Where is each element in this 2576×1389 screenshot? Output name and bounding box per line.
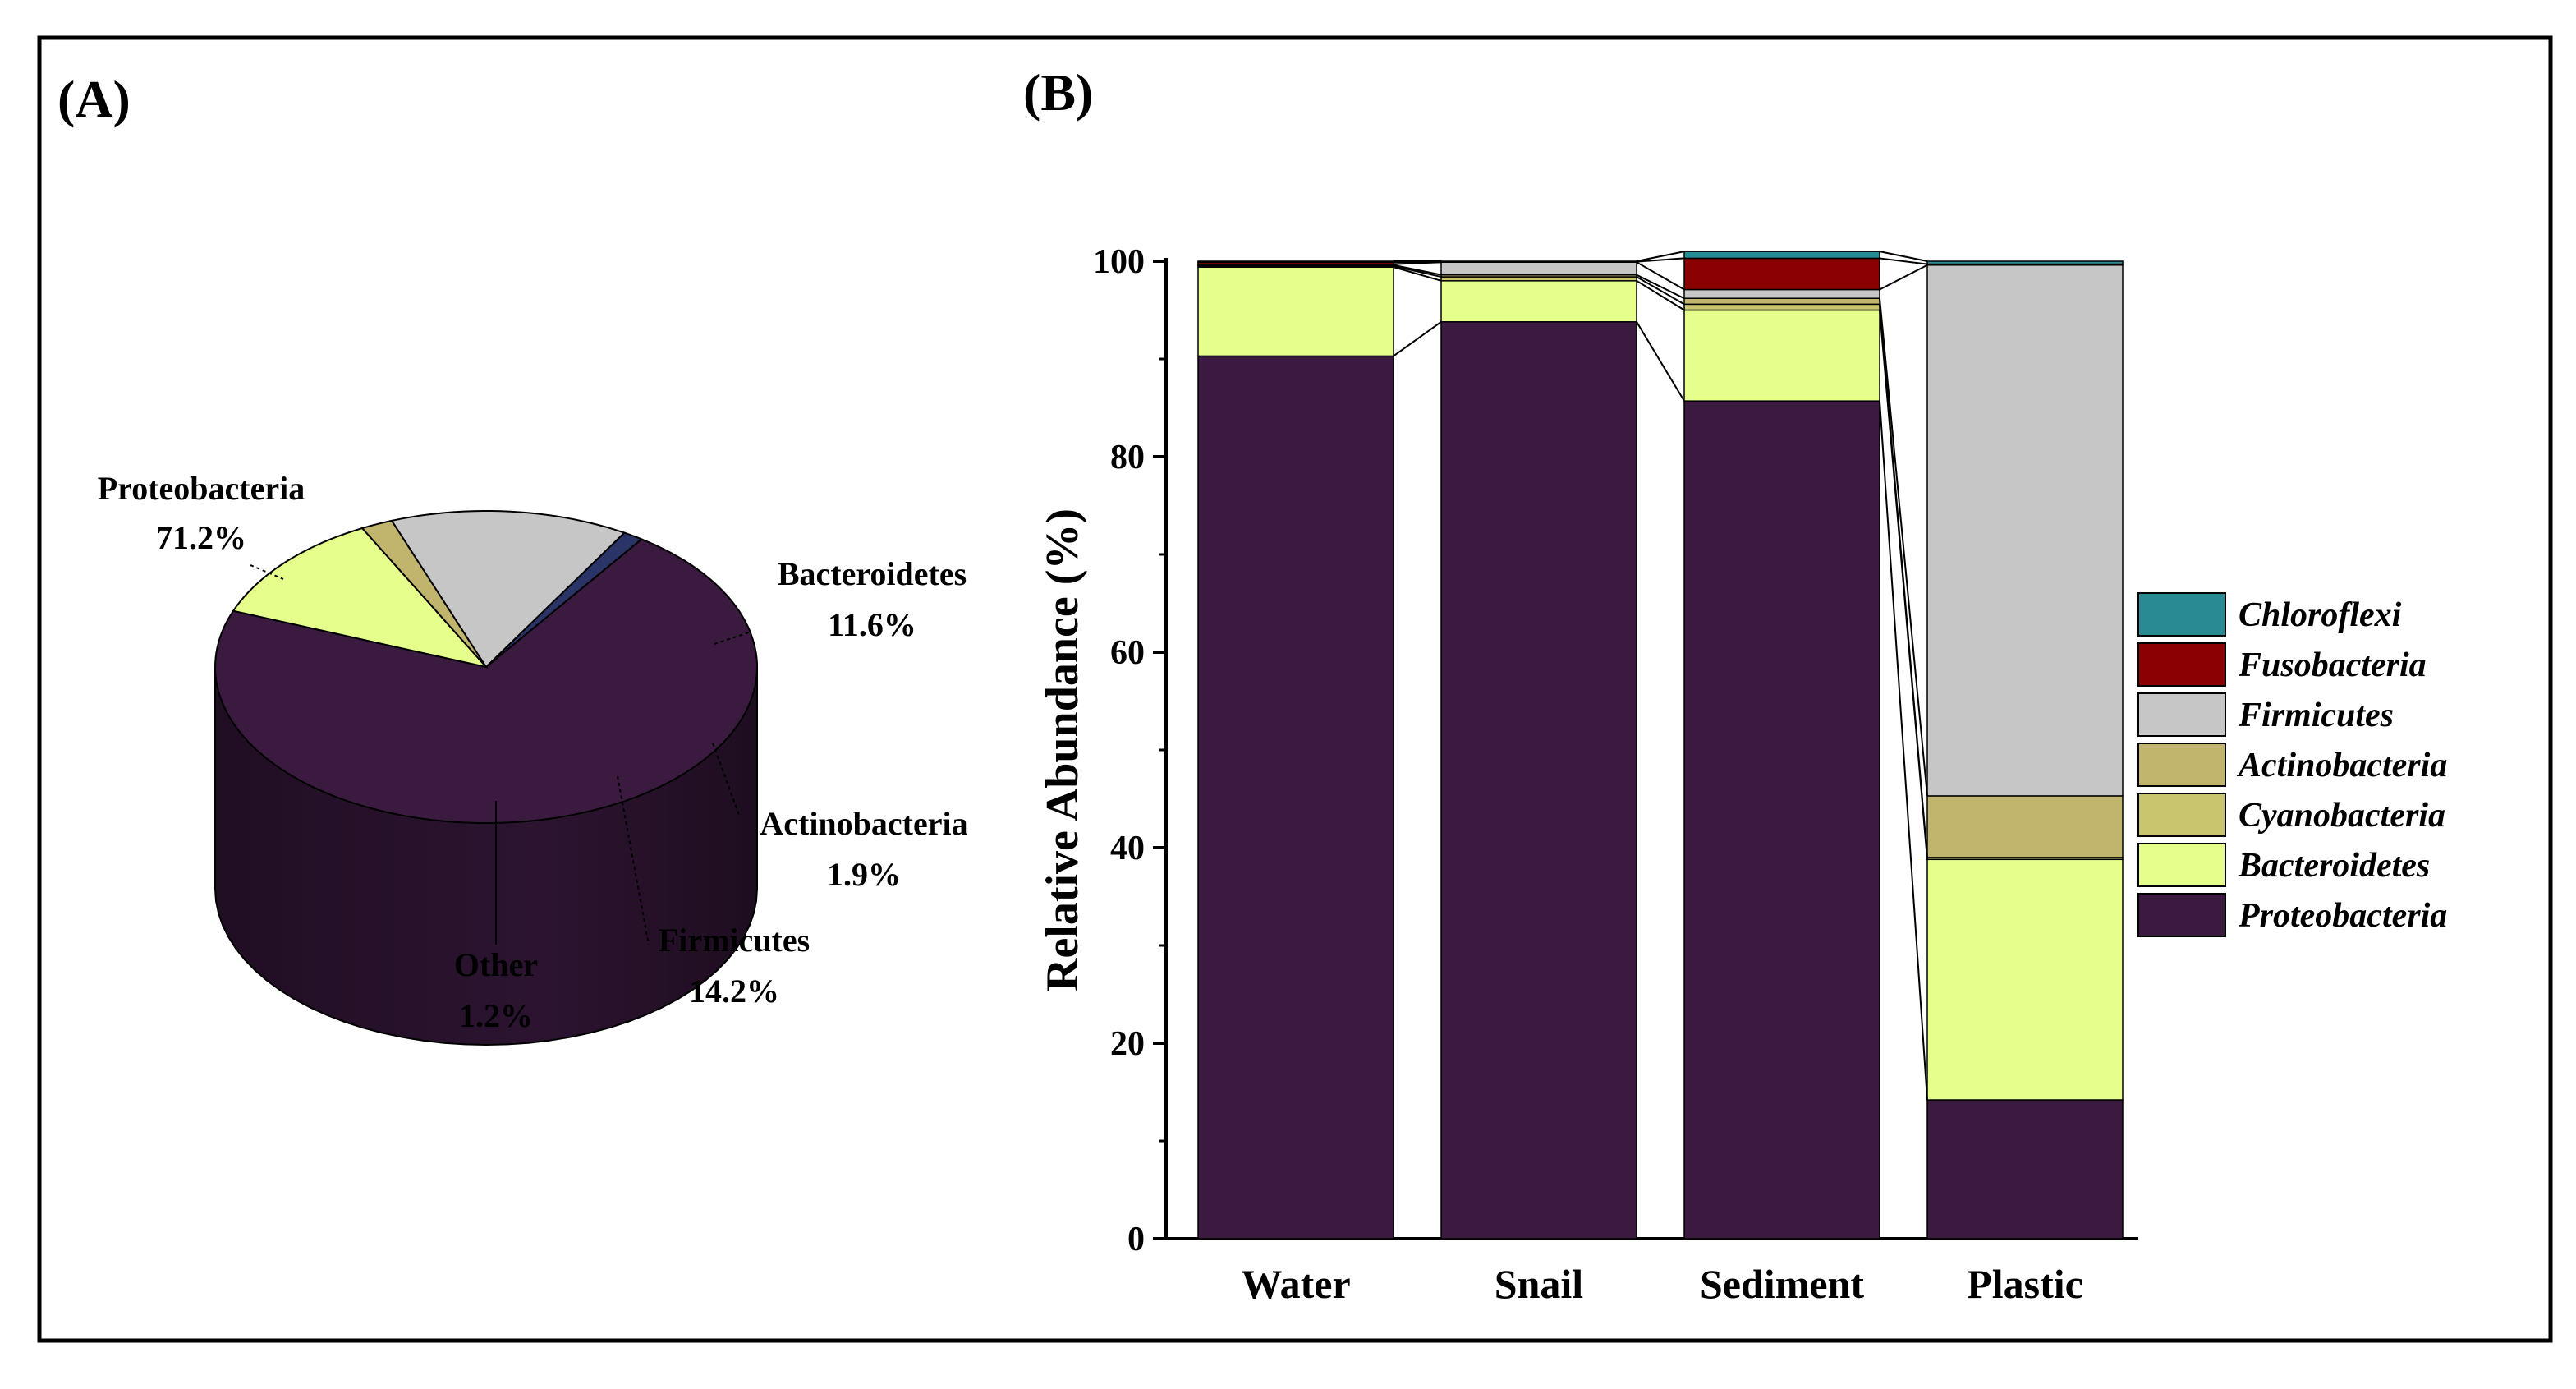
bar-segment-snail-bacteroidetes [1440,280,1637,323]
x-tick-label-snail: Snail [1495,1261,1584,1307]
bar-connector [1636,276,1685,306]
legend-swatch-cyanobacteria [2137,793,2226,837]
pie-slice-other [485,531,644,668]
bar-connector [1393,264,1442,278]
bar-segment-sediment-chloroflexi [1683,251,1880,260]
bar-segment-sediment-bacteroidetes [1683,309,1880,402]
bar-segment-plastic-proteobacteria [1926,1099,2124,1240]
legend-label-chloroflexi: Chloroflexi [2239,596,2402,634]
bar-segment-sediment-firmicutes [1683,288,1880,299]
bar-segment-sediment-fusobacteria [1683,257,1880,291]
pie-value-proteobacteria: 71.2% [156,519,246,556]
bar-segment-plastic-bacteroidetes [1926,858,2124,1101]
pie-slice-firmicutes [390,510,627,669]
bar-connector [1636,321,1685,402]
legend-swatch-proteobacteria [2137,893,2226,937]
legend-label-proteobacteria: Proteobacteria [2238,897,2447,935]
bar-connector [1636,251,1685,262]
bar-segment-water-bacteroidetes [1197,266,1394,357]
legend-swatch-firmicutes [2137,692,2226,737]
pie-label-firmicutes: Firmicutes [659,922,810,959]
pie-value-firmicutes: 14.2% [689,973,779,1010]
bar-segment-plastic-actinobacteria [1926,795,2124,858]
legend-label-bacteroidetes: Bacteroidetes [2238,847,2430,885]
y-tick-label: 20 [1110,1025,1145,1063]
bar-segment-water-proteobacteria [1197,355,1394,1240]
pie-value-bacteroidetes: 11.6% [828,606,916,643]
bar-connector [1879,251,1928,262]
bar-connector [1879,264,1928,291]
bar-connector [1393,264,1442,276]
x-tick-label-sediment: Sediment [1700,1261,1864,1307]
legend-label-cyanobacteria: Cyanobacteria [2239,797,2445,835]
pie-slice-proteobacteria [214,538,759,824]
bar-segment-snail-proteobacteria [1440,321,1637,1240]
y-tick-label: 80 [1110,439,1145,476]
legend-label-actinobacteria: Actinobacteria [2236,747,2447,784]
x-tick-label-plastic: Plastic [1967,1261,2083,1307]
bar-segment-sediment-proteobacteria [1683,400,1880,1240]
y-tick-label: 0 [1127,1221,1145,1258]
pie-slice-actinobacteria [360,519,487,668]
y-tick-label: 60 [1110,634,1145,672]
bar-connector [1636,261,1685,291]
legend-swatch-fusobacteria [2137,642,2226,687]
stacked-bar-chart: 0 20 40 60 80 100 Relative Abundance (%) Water S… [1037,243,2138,1307]
legend-label-fusobacteria: Fusobacteria [2238,646,2427,684]
pie-label-other: Other [454,946,538,983]
y-axis-label: Relative Abundance (%) [1037,508,1088,991]
bar-connector [1879,401,1928,1101]
pie-label-bacteroidetes: Bacteroidetes [778,555,967,592]
bar-connector [1393,266,1442,282]
bar-connector [1636,257,1685,263]
bar-connector [1636,274,1685,300]
bar-segment-water-chloroflexi [1197,260,1394,263]
pie-label-actinobacteria: Actinobacteria [760,805,967,842]
pie-leader-firmicutes [617,775,650,945]
bar-segment-snail-firmicutes [1440,261,1637,276]
x-tick-label-water: Water [1241,1261,1350,1307]
y-tick-label: 100 [1093,243,1145,281]
bar-connector [1636,279,1685,311]
legend-label-firmicutes: Firmicutes [2238,697,2394,734]
bar-segment-snail-chloroflexi [1440,260,1637,263]
bar-segment-plastic-firmicutes [1926,264,2124,797]
pie-slice-bacteroidetes [232,527,489,669]
pie-value-actinobacteria: 1.9% [827,856,901,893]
bar-segment-sediment-actinobacteria [1683,297,1880,306]
bar-connector [1879,304,1928,858]
pie-value-other: 1.2% [459,997,533,1034]
panel-label-a: (A) [57,70,131,128]
bar-connector [1393,320,1442,357]
panel-label-b: (B) [1023,63,1093,122]
y-tick-label: 40 [1110,830,1145,867]
bar-connector [1879,257,1928,265]
pie-chart: Proteobacteria 71.2% Bacteroidetes 11.6% Act… [98,470,968,1046]
figure-border [37,35,2553,1343]
bar-segment-plastic-chloroflexi [1926,260,2124,265]
bar-connector [1879,298,1928,797]
legend-swatch-actinobacteria [2137,743,2226,787]
bar-segment-sediment-cyanobacteria [1683,303,1880,311]
legend-swatch-chloroflexi [2137,592,2226,637]
legend: Chloroflexi Fusobacteria Firmicutes Actinob… [2137,592,2447,937]
legend-swatch-bacteroidetes [2137,843,2226,887]
pie-label-proteobacteria: Proteobacteria [98,470,305,507]
